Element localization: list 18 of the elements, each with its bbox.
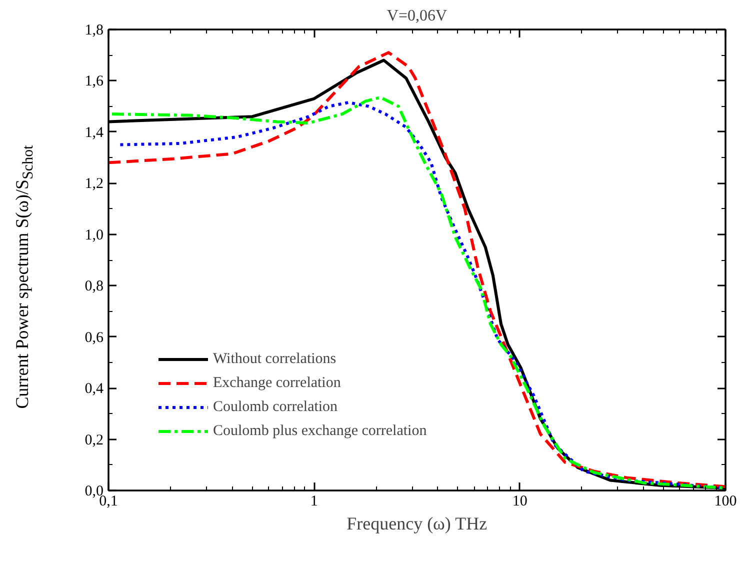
legend-label: Coulomb plus exchange correlation xyxy=(213,422,427,440)
x-tick-label: 1 xyxy=(310,494,318,510)
legend-label: Coulomb correlation xyxy=(213,398,338,416)
x-tick-label: 10 xyxy=(512,494,528,510)
y-tick-label: 0,2 xyxy=(84,432,104,448)
chart-title: V=0,06V xyxy=(386,8,448,24)
y-tick-label: 0,8 xyxy=(84,278,104,295)
x-axis-title: Frequency (ω) THz xyxy=(346,514,488,534)
y-tick-label: 0,6 xyxy=(84,330,104,346)
y-tick-label: 1,6 xyxy=(84,74,104,90)
y-tick-label: 1,4 xyxy=(84,124,104,141)
y-tick-label: 1,2 xyxy=(84,176,104,192)
x-tick-label: 100 xyxy=(714,494,737,510)
y-tick-label: 1,0 xyxy=(84,227,104,244)
legend-label: Without correlations xyxy=(213,350,336,368)
y-tick-label: 0,4 xyxy=(84,381,104,398)
legend-label: Exchange correlation xyxy=(213,374,341,392)
y-tick-label: 1,8 xyxy=(84,22,104,38)
